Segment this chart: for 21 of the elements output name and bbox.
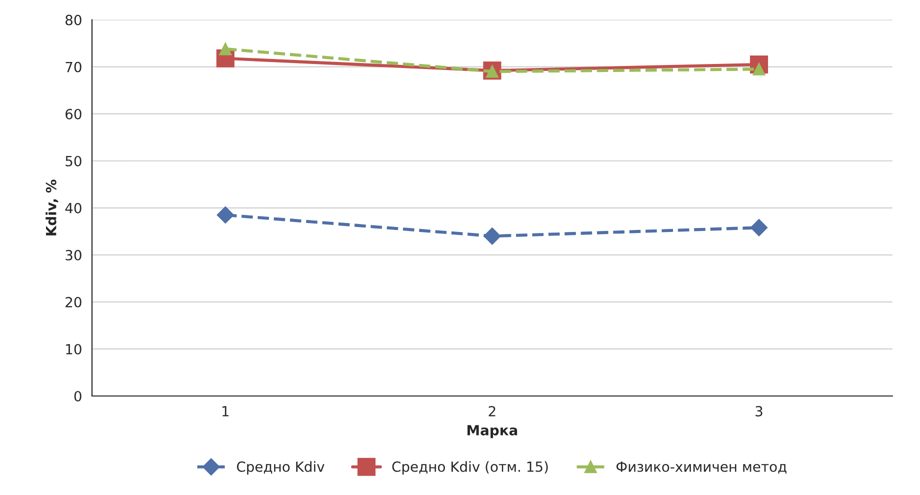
point xyxy=(219,42,232,56)
y-tick-label: 80 xyxy=(66,14,82,26)
legend-label: Средно Kdiv xyxy=(236,461,324,475)
y-axis-title: Kdiv, % xyxy=(46,180,58,236)
y-tick-label: 40 xyxy=(65,202,82,214)
y-tick-label: 50 xyxy=(66,156,82,166)
y-tick-label: 10 xyxy=(66,344,82,354)
x-tick-label: 1 xyxy=(222,406,229,416)
point xyxy=(750,219,768,236)
y-tick-label: 60 xyxy=(66,108,82,120)
legend-label: Физико-химичен метод xyxy=(616,462,786,474)
y-tick-label: 20 xyxy=(66,296,82,308)
x-tick-label: 3 xyxy=(756,406,762,416)
y-tick-label: 0 xyxy=(74,390,82,402)
legend-label: Средно Kdiv (отм. 15) xyxy=(392,461,548,475)
y-tick-label: 70 xyxy=(66,62,82,72)
x-tick-label: 2 xyxy=(488,406,496,416)
x-axis-title: Марка xyxy=(468,425,518,438)
point xyxy=(216,206,234,224)
y-tick-label: 30 xyxy=(66,250,82,260)
point xyxy=(484,228,501,245)
